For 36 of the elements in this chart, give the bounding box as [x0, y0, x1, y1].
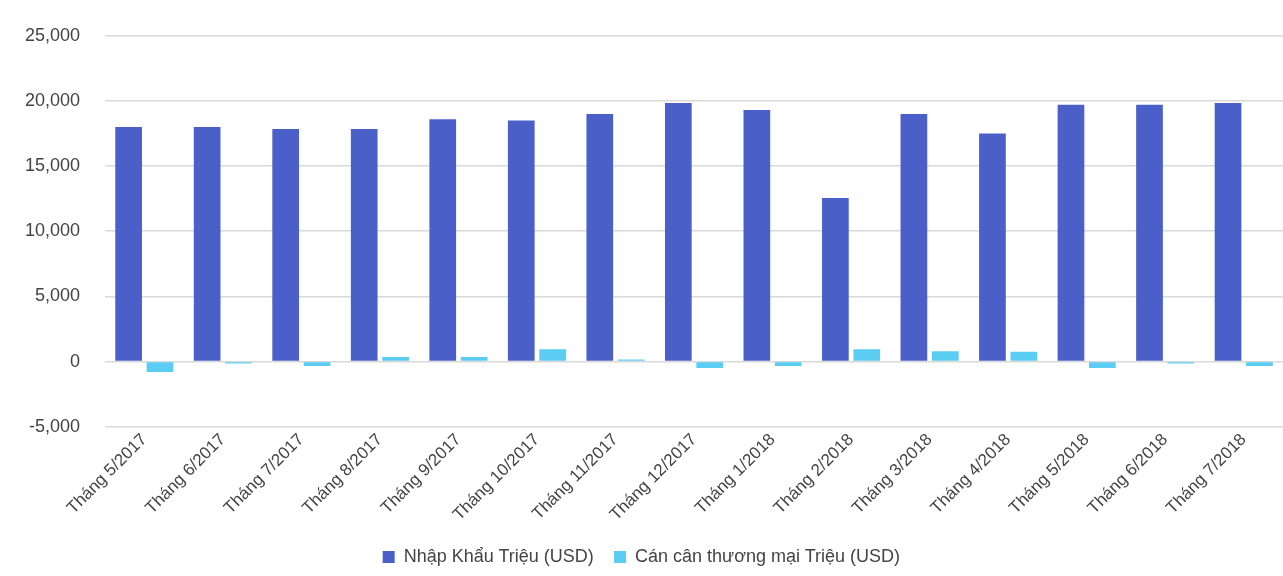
bar	[460, 356, 488, 361]
bar	[696, 362, 724, 369]
bar	[303, 362, 331, 367]
bar	[429, 119, 457, 361]
bar	[1214, 102, 1242, 361]
bar	[853, 349, 881, 361]
legend-label: Nhập Khẩu Triệu (USD)	[403, 545, 594, 566]
bar	[272, 128, 300, 361]
bar	[743, 110, 771, 361]
y-tick-label: 15,000	[24, 155, 81, 176]
bar	[1089, 362, 1116, 369]
bar	[1010, 351, 1038, 361]
bar	[146, 362, 174, 372]
y-tick-label: -5,000	[29, 415, 81, 436]
y-tick-label: 10,000	[24, 220, 81, 241]
bar	[1057, 104, 1085, 361]
bar	[1136, 104, 1163, 361]
bar	[1246, 362, 1273, 367]
bar	[822, 198, 849, 361]
bar	[350, 128, 378, 361]
bar	[774, 362, 802, 367]
bar	[539, 349, 567, 361]
bar	[979, 133, 1006, 361]
y-tick-label: 5,000	[35, 285, 81, 306]
legend-label: Cán cân thương mại Triệu (USD)	[635, 545, 901, 566]
y-tick-label: 0	[70, 350, 81, 371]
y-tick-label: 25,000	[24, 24, 81, 45]
bar	[586, 113, 614, 361]
bar	[931, 351, 959, 361]
bar	[664, 102, 692, 361]
bar	[507, 120, 535, 361]
bar	[382, 356, 409, 361]
bar	[115, 127, 142, 361]
bar	[900, 113, 928, 361]
bar	[193, 127, 221, 361]
y-tick-label: 20,000	[24, 89, 81, 110]
